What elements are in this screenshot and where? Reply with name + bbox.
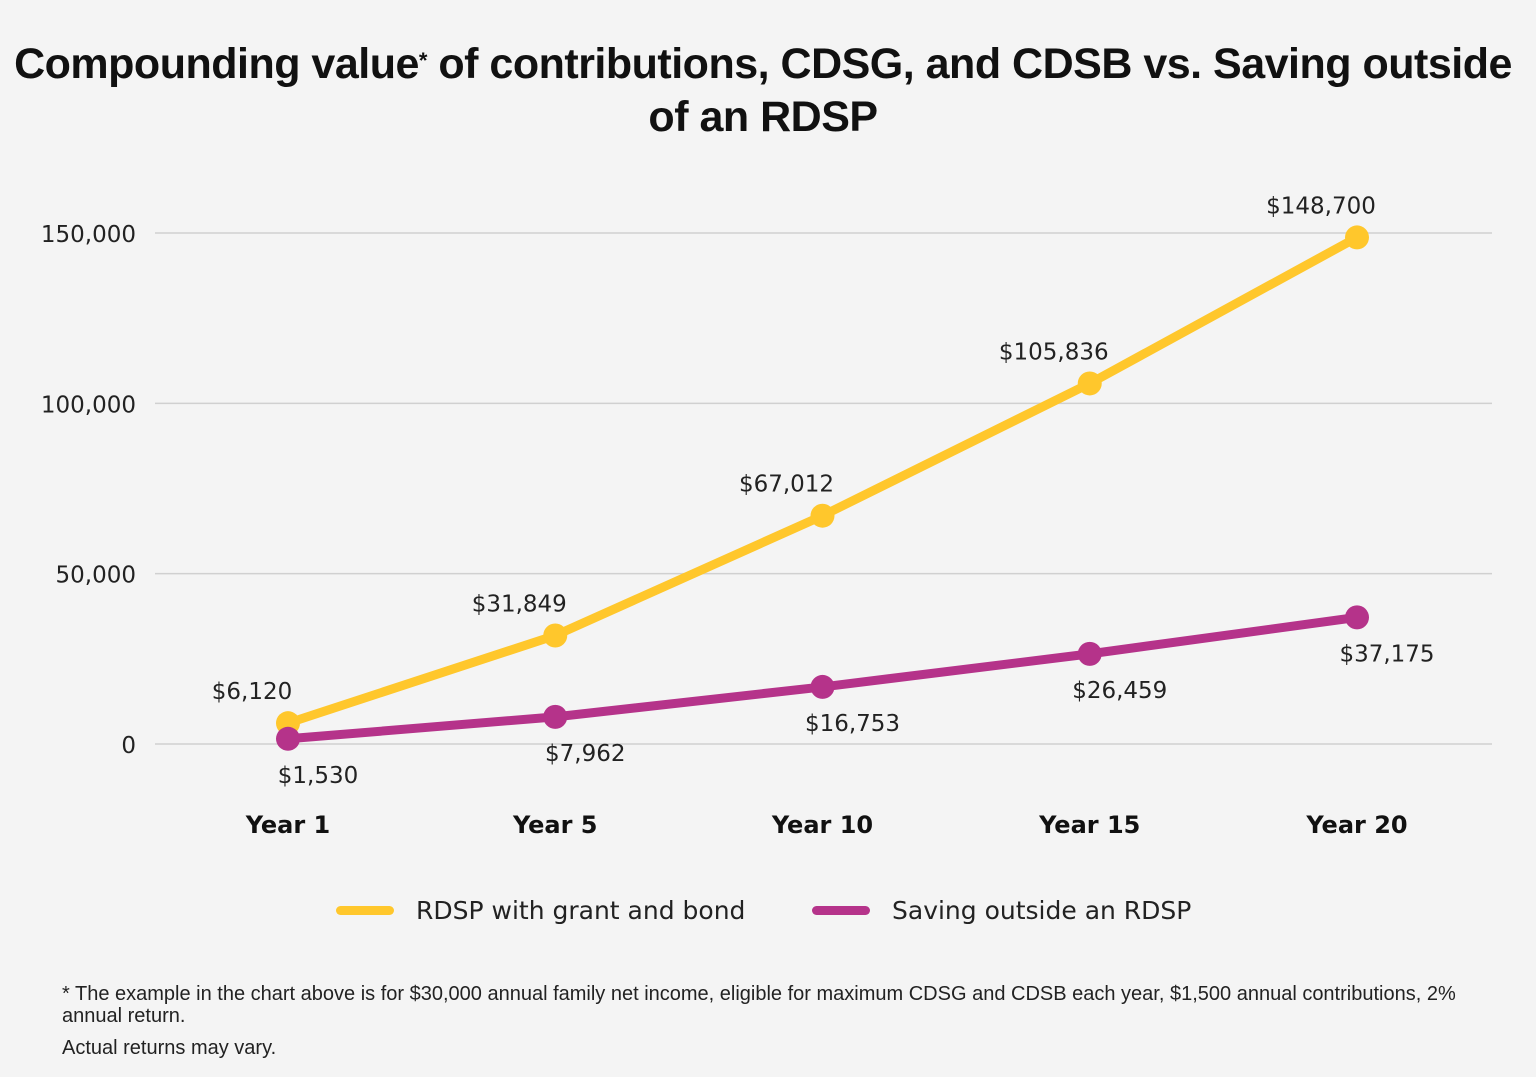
x-tick-label: Year 1	[245, 811, 331, 839]
x-tick-label: Year 10	[771, 811, 873, 839]
legend-swatch	[336, 906, 394, 915]
legend-label: RDSP with grant and bond	[416, 896, 746, 925]
data-point	[1345, 605, 1369, 630]
y-tick-label: 150,000	[41, 222, 136, 248]
legend-item-saving: Saving outside an RDSP	[812, 896, 1191, 925]
data-point	[543, 623, 568, 648]
footnote: * The example in the chart above is for …	[62, 983, 1482, 1069]
footnote-disclaimer: Actual returns may vary.	[62, 1037, 277, 1059]
chart-title: Compounding value* of contributions, CDS…	[0, 38, 1526, 144]
data-label: $105,836	[999, 339, 1109, 365]
data-label: $31,849	[472, 592, 567, 618]
data-label: $26,459	[1072, 678, 1167, 704]
data-label: $37,175	[1339, 641, 1434, 667]
data-point	[1345, 225, 1369, 250]
title-text-rest: of contributions, CDSG, and CDSB vs. Sav…	[426, 40, 1512, 141]
data-label: $67,012	[739, 472, 834, 498]
y-tick-label: 50,000	[56, 563, 136, 589]
data-point	[543, 704, 568, 729]
x-tick-label: Year 5	[512, 811, 598, 839]
data-point	[1077, 371, 1102, 396]
data-label: $7,962	[545, 741, 625, 767]
data-point	[810, 674, 835, 699]
data-label: $148,700	[1266, 193, 1376, 219]
data-point	[810, 503, 835, 528]
data-label: $16,753	[805, 711, 900, 737]
data-point	[276, 726, 300, 751]
legend-label: Saving outside an RDSP	[892, 896, 1192, 925]
title-text: Compounding value	[14, 40, 419, 88]
title-asterisk: *	[418, 48, 428, 73]
x-tick-label: Year 15	[1038, 811, 1140, 839]
legend-item-rdsp: RDSP with grant and bond	[336, 896, 745, 925]
data-point	[1077, 641, 1102, 666]
legend-swatch	[812, 906, 870, 915]
y-tick-label: 100,000	[41, 392, 136, 418]
y-tick-label: 0	[121, 733, 136, 759]
data-label: $6,120	[212, 679, 292, 705]
data-label: $1,530	[278, 763, 358, 789]
x-tick-label: Year 20	[1305, 811, 1407, 839]
footnote-text: * The example in the chart above is for …	[62, 983, 1456, 1027]
